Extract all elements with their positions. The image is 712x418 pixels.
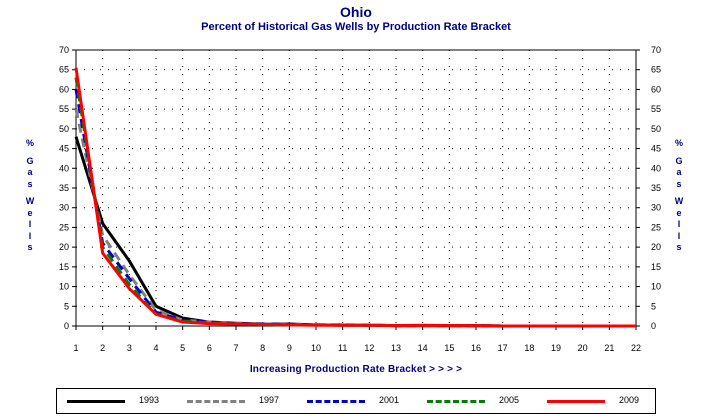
- y-axis-label-char: s: [676, 242, 682, 252]
- x-tick-label: 3: [127, 343, 132, 353]
- y-axis-label-char: %: [25, 138, 34, 148]
- y-tick-label-left: 15: [59, 262, 69, 272]
- y-tick-label-right: 50: [651, 124, 661, 134]
- y-tick-label-right: 35: [651, 183, 661, 193]
- legend-item: 2009: [547, 389, 667, 413]
- legend-item: 1997: [187, 389, 307, 413]
- y-tick-label-right: 5: [651, 301, 656, 311]
- x-tick-label: 21: [604, 343, 614, 353]
- legend-item: 2005: [427, 389, 547, 413]
- x-tick-label: 20: [578, 343, 588, 353]
- x-tick-label: 18: [524, 343, 534, 353]
- x-tick-label: 17: [498, 343, 508, 353]
- y-axis-label-char: G: [675, 155, 683, 166]
- y-tick-label-left: 20: [59, 242, 69, 252]
- legend-swatch: [187, 400, 245, 403]
- y-tick-label-right: 60: [651, 84, 661, 94]
- series-line-1993: [74, 136, 636, 328]
- x-tick-label: 9: [287, 343, 292, 353]
- x-tick-label: 2: [100, 343, 105, 353]
- series-line-2009: [74, 67, 636, 328]
- y-tick-label-left: 25: [59, 222, 69, 232]
- y-tick-label-left: 0: [64, 321, 69, 331]
- y-axis-label-char: W: [674, 196, 684, 206]
- y-axis-label-char: e: [676, 207, 682, 218]
- y-tick-label-right: 55: [651, 104, 661, 114]
- x-tick-label: 10: [311, 343, 321, 353]
- x-tick-label: 12: [364, 343, 374, 353]
- y-axis-label-char: a: [676, 167, 682, 177]
- y-axis-label-char: l: [677, 230, 681, 241]
- x-tick-label: 13: [391, 343, 401, 353]
- legend-item: 2001: [307, 389, 427, 413]
- legend-label: 2005: [499, 395, 520, 405]
- legend-swatch: [427, 400, 485, 403]
- y-tick-label-right: 70: [651, 45, 661, 55]
- legend: 1993 1997 2001 2005 2009: [56, 388, 656, 414]
- x-tick-label: 4: [153, 343, 158, 353]
- legend-swatch: [547, 400, 605, 403]
- y-tick-label-left: 35: [59, 183, 69, 193]
- y-axis-label-char: l: [677, 219, 681, 229]
- y-tick-label-left: 65: [59, 65, 69, 75]
- x-tick-label: 11: [338, 343, 347, 353]
- x-tick-label: 16: [471, 343, 481, 353]
- y-tick-label-right: 25: [651, 222, 661, 232]
- chart-title: Ohio: [340, 4, 372, 20]
- x-tick-label: 1: [73, 343, 78, 353]
- y-axis-label-char: s: [27, 242, 33, 252]
- y-axis-label-char: e: [27, 207, 33, 218]
- series-line-2005: [74, 77, 636, 328]
- y-tick-label-right: 65: [651, 65, 661, 75]
- legend-swatch: [307, 400, 365, 403]
- x-tick-label: 15: [444, 343, 454, 353]
- y-tick-label-right: 20: [651, 242, 661, 252]
- x-tick-label: 7: [233, 343, 238, 353]
- y-axis-label-char: s: [27, 178, 33, 189]
- y-tick-label-right: 45: [651, 144, 661, 154]
- y-tick-label-right: 40: [651, 163, 661, 173]
- y-axis-label-char: %: [674, 138, 683, 148]
- x-axis-label: Increasing Production Rate Bracket > > >…: [249, 364, 463, 375]
- legend-swatch: [67, 400, 125, 403]
- y-tick-label-right: 30: [651, 203, 661, 213]
- series-line-1997: [74, 108, 636, 328]
- y-axis-label-char: l: [28, 219, 32, 229]
- y-tick-label-left: 45: [59, 144, 69, 154]
- y-tick-label-left: 5: [64, 301, 69, 311]
- legend-item: 1993: [67, 389, 187, 413]
- y-tick-label-right: 15: [651, 262, 661, 272]
- y-tick-label-left: 10: [59, 282, 69, 292]
- y-tick-label-left: 30: [59, 203, 69, 213]
- y-tick-label-left: 55: [59, 104, 69, 114]
- y-tick-label-left: 70: [59, 45, 69, 55]
- y-tick-label-right: 10: [651, 282, 661, 292]
- x-tick-label: 6: [207, 343, 212, 353]
- x-tick-label: 5: [180, 343, 185, 353]
- legend-label: 1997: [259, 395, 280, 405]
- x-tick-label: 22: [631, 343, 641, 353]
- y-tick-label-left: 50: [59, 124, 69, 134]
- legend-label: 2009: [619, 395, 640, 405]
- y-tick-label-right: 0: [651, 321, 656, 331]
- chart-subtitle: Percent of Historical Gas Wells by Produ…: [201, 21, 511, 33]
- y-axis-label-char: W: [25, 196, 35, 206]
- y-axis-label-char: l: [28, 230, 32, 241]
- x-tick-label: 19: [551, 343, 561, 353]
- y-tick-label-left: 40: [59, 163, 69, 173]
- y-axis-label-char: G: [26, 155, 34, 166]
- y-axis-label-char: s: [676, 178, 682, 189]
- x-tick-label: 14: [418, 343, 428, 353]
- x-tick-label: 8: [260, 343, 265, 353]
- legend-label: 2001: [379, 395, 400, 405]
- y-axis-label-char: a: [27, 167, 33, 177]
- y-tick-label-left: 60: [59, 84, 69, 94]
- legend-label: 1993: [139, 395, 160, 405]
